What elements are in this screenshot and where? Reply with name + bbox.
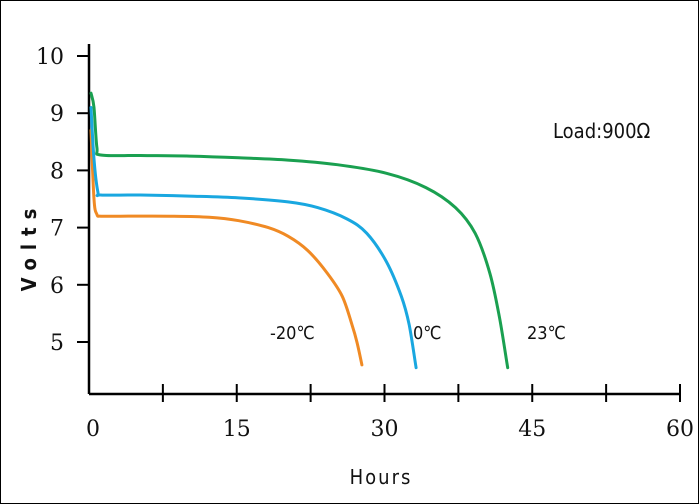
- y-tick-label: 7: [50, 217, 64, 242]
- x-axis-title: Hours: [350, 465, 413, 489]
- tick-marks: [77, 55, 681, 402]
- y-tick-label: 6: [50, 274, 64, 299]
- y-tick-label: 8: [50, 159, 64, 184]
- y-tick-label: 9: [50, 102, 64, 127]
- series-label-2: 23℃: [527, 323, 566, 344]
- axes: [87, 44, 680, 396]
- x-tick-label: 60: [666, 417, 694, 442]
- x-tick-label: 15: [223, 417, 251, 442]
- tick-labels: 0 15 30 45 60 5 6 7 8 9 10: [36, 45, 694, 442]
- series-line-1: [89, 105, 418, 370]
- x-tick-label: 30: [371, 417, 399, 442]
- x-tick-label: 45: [518, 417, 546, 442]
- x-tick-label: 0: [86, 417, 100, 442]
- series-label-1: 0℃: [413, 323, 442, 344]
- y-tick-label: 10: [36, 45, 64, 70]
- y-tick-label: 5: [50, 331, 64, 356]
- series-line-2: [89, 91, 510, 370]
- series-line-0: [89, 128, 364, 367]
- y-axis-title: Volts: [17, 201, 41, 292]
- series-label-0: -20℃: [270, 323, 315, 344]
- series-lines: [89, 91, 510, 370]
- load-annotation: Load:900Ω: [553, 119, 651, 143]
- series-labels: -20℃ 0℃ 23℃: [270, 323, 566, 344]
